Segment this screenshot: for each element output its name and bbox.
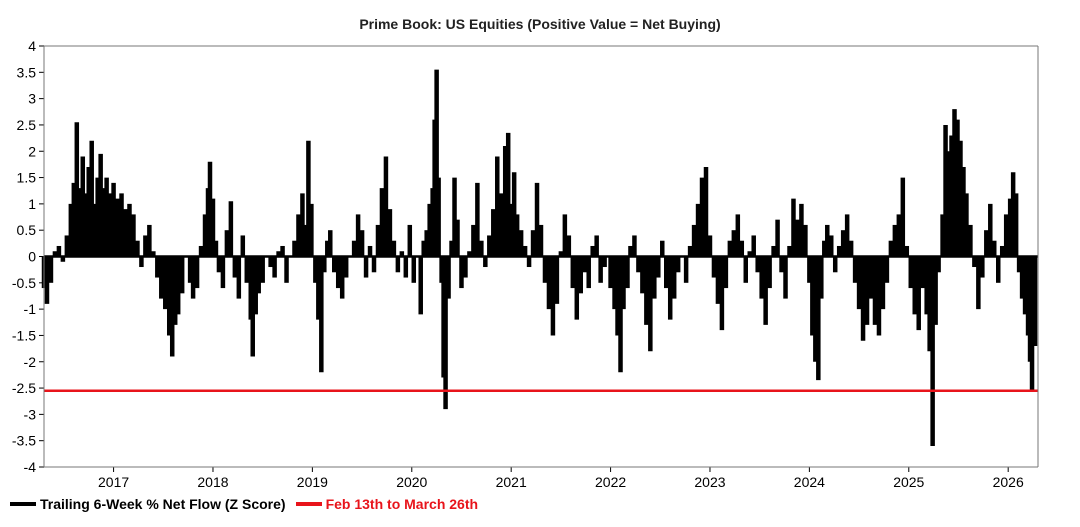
x-tick-label: 2025 bbox=[893, 474, 924, 490]
y-axis: 4 3.5 3 2.5 2 1.5 1 0.5 0 -0.5 -1 -1.5 -2 -2.5 -3 -3.5 -… bbox=[12, 38, 44, 475]
y-tick-label: 2.5 bbox=[17, 117, 37, 133]
x-tick-label: 2018 bbox=[197, 474, 228, 490]
y-tick-label: -0.5 bbox=[12, 275, 36, 291]
x-tick-label: 2017 bbox=[98, 474, 129, 490]
chart-title: Prime Book: US Equities (Positive Value … bbox=[359, 16, 721, 32]
y-tick-label: -2 bbox=[24, 354, 37, 370]
x-tick-label: 2021 bbox=[496, 474, 527, 490]
x-tick-label: 2024 bbox=[794, 474, 825, 490]
series-net-flow-bars bbox=[41, 69, 1038, 446]
y-tick-label: 3.5 bbox=[17, 64, 37, 80]
y-tick-label: -4 bbox=[24, 459, 37, 475]
x-tick-label: 2019 bbox=[297, 474, 328, 490]
legend-item-threshold: Feb 13th to March 26th bbox=[295, 496, 479, 512]
y-tick-label: 4 bbox=[28, 38, 36, 54]
legend: Trailing 6-Week % Net Flow (Z Score) Feb… bbox=[10, 496, 488, 512]
legend-swatch-threshold bbox=[295, 502, 322, 506]
x-tick-label: 2022 bbox=[595, 474, 626, 490]
x-tick-label: 2023 bbox=[694, 474, 725, 490]
y-tick-label: 2 bbox=[28, 143, 36, 159]
y-tick-label: 1 bbox=[28, 196, 36, 212]
legend-swatch-net-flow bbox=[10, 502, 36, 506]
y-tick-label: -1 bbox=[24, 301, 37, 317]
y-tick-label: -3.5 bbox=[12, 433, 36, 449]
y-tick-label: 1.5 bbox=[17, 170, 37, 186]
x-axis: 2017 2018 2019 2020 2021 2022 2023 2024 2025 2026 bbox=[98, 467, 1024, 490]
y-tick-label: -1.5 bbox=[12, 327, 36, 343]
y-tick-label: -2.5 bbox=[12, 380, 36, 396]
legend-label-net-flow: Trailing 6-Week % Net Flow (Z Score) bbox=[40, 496, 286, 512]
y-tick-label: -3 bbox=[24, 406, 37, 422]
y-tick-label: 0.5 bbox=[17, 222, 37, 238]
legend-label-threshold: Feb 13th to March 26th bbox=[325, 496, 479, 512]
x-tick-label: 2020 bbox=[396, 474, 427, 490]
y-tick-label: 3 bbox=[28, 91, 36, 107]
x-tick-label: 2026 bbox=[993, 474, 1024, 490]
legend-item-net-flow: Trailing 6-Week % Net Flow (Z Score) bbox=[10, 496, 286, 512]
y-tick-label: 0 bbox=[28, 249, 36, 265]
